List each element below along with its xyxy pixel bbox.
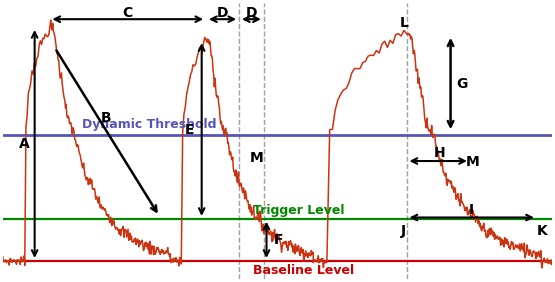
Text: Baseline Level: Baseline Level — [253, 264, 354, 277]
Text: J: J — [401, 224, 406, 237]
Text: C: C — [123, 6, 133, 19]
Text: K: K — [537, 224, 548, 237]
Text: Trigger Level: Trigger Level — [253, 204, 344, 217]
Text: I: I — [469, 202, 475, 217]
Text: G: G — [456, 76, 467, 91]
Text: D: D — [246, 6, 257, 19]
Text: F: F — [274, 233, 283, 247]
Text: B: B — [100, 111, 111, 125]
Text: E: E — [185, 122, 194, 136]
Text: H: H — [434, 146, 446, 160]
Text: L: L — [400, 16, 408, 30]
Text: D: D — [217, 6, 228, 19]
Text: Dynamic Threshold: Dynamic Threshold — [83, 118, 217, 131]
Text: M: M — [466, 155, 480, 169]
Text: M: M — [250, 151, 264, 165]
Text: A: A — [19, 137, 30, 151]
